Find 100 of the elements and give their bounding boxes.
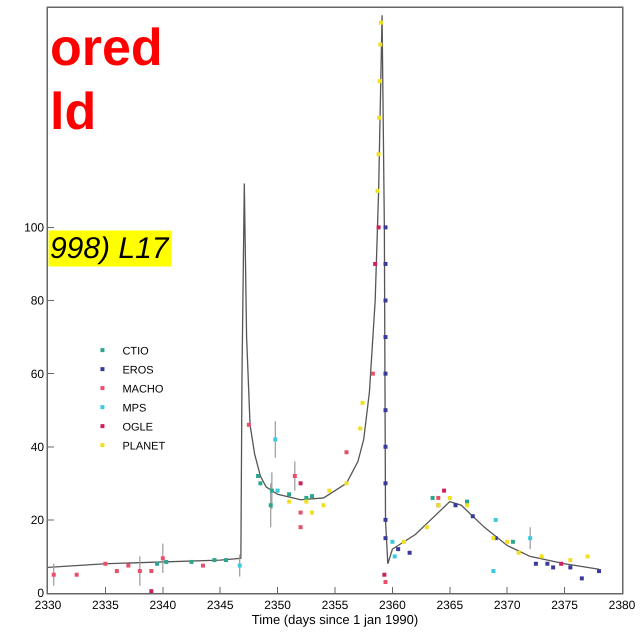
point <box>597 569 602 574</box>
x-tick-label: 2370 <box>494 598 521 612</box>
point <box>390 540 394 544</box>
point <box>344 450 348 454</box>
point <box>384 335 388 340</box>
point <box>310 494 314 498</box>
point <box>384 298 388 302</box>
point <box>510 540 515 544</box>
legend-label: MACHO <box>122 383 164 396</box>
y-tick-label: 0 <box>37 586 44 600</box>
point <box>373 262 378 266</box>
point <box>494 518 498 522</box>
point <box>160 556 165 560</box>
x-axis-title: Time (days since 1 jan 1990) <box>252 612 418 627</box>
point <box>516 550 521 555</box>
point <box>126 564 130 568</box>
point <box>430 496 435 500</box>
point <box>376 152 381 156</box>
legend-label: MPS <box>122 402 146 414</box>
point <box>384 536 388 540</box>
point <box>298 510 303 515</box>
point <box>384 372 388 376</box>
point <box>327 488 332 493</box>
point <box>378 79 382 84</box>
point <box>270 488 274 493</box>
point <box>310 510 314 515</box>
point <box>273 437 278 442</box>
point <box>551 565 556 570</box>
point <box>155 562 160 566</box>
point <box>287 500 292 504</box>
point <box>408 550 412 555</box>
point <box>378 42 382 47</box>
point <box>304 500 308 504</box>
point <box>534 562 538 566</box>
point <box>384 408 388 412</box>
x-tick-label: 2330 <box>34 598 62 612</box>
point <box>190 560 194 564</box>
point <box>378 20 383 25</box>
point <box>382 572 386 577</box>
point <box>448 496 452 500</box>
point <box>580 576 584 580</box>
point <box>384 262 388 266</box>
y-tick-label: 80 <box>30 294 44 308</box>
point <box>358 426 362 430</box>
point <box>377 116 382 120</box>
point <box>292 474 297 478</box>
point <box>465 500 470 504</box>
point <box>238 564 242 568</box>
point <box>559 562 564 566</box>
x-tick-label: 2335 <box>92 598 120 612</box>
x-tick-label: 2375 <box>551 598 578 612</box>
point <box>212 558 216 562</box>
y-tick-label: 60 <box>30 366 44 381</box>
point <box>322 503 326 508</box>
point <box>114 569 119 574</box>
point <box>268 503 273 508</box>
x-tick-label: 2355 <box>322 598 349 612</box>
point <box>540 554 544 558</box>
point <box>52 572 56 577</box>
point <box>491 536 496 540</box>
legend-label: CTIO <box>122 345 150 358</box>
x-tick-label: 2345 <box>206 598 234 612</box>
point <box>528 536 532 540</box>
x-tick-label: 2350 <box>264 598 292 612</box>
point <box>424 525 429 530</box>
point <box>258 481 262 486</box>
point <box>370 372 375 376</box>
point <box>384 518 388 522</box>
point <box>392 554 397 558</box>
point <box>568 558 572 562</box>
point <box>384 225 388 230</box>
point <box>360 400 365 405</box>
point <box>276 488 280 493</box>
point <box>164 560 168 564</box>
y-tick-label: 20 <box>30 513 44 528</box>
point <box>103 562 108 566</box>
point <box>545 562 550 566</box>
point <box>586 554 590 558</box>
x-tick-label: 2360 <box>379 598 406 612</box>
point <box>344 481 348 486</box>
point <box>149 569 154 574</box>
point <box>287 492 292 496</box>
point <box>74 572 79 577</box>
point <box>384 580 388 584</box>
point <box>465 503 470 508</box>
point <box>224 558 228 562</box>
point <box>384 444 388 449</box>
point <box>375 188 380 193</box>
point <box>505 540 510 544</box>
point <box>298 481 303 486</box>
point <box>200 564 205 568</box>
point <box>454 503 458 508</box>
annotation: ld <box>50 83 96 141</box>
y-tick-label: 100 <box>24 220 44 235</box>
point <box>384 481 388 486</box>
point <box>138 569 142 574</box>
point <box>402 540 406 544</box>
annotation: ored <box>50 19 163 77</box>
point <box>568 565 572 570</box>
y-tick-label: 40 <box>30 440 44 454</box>
